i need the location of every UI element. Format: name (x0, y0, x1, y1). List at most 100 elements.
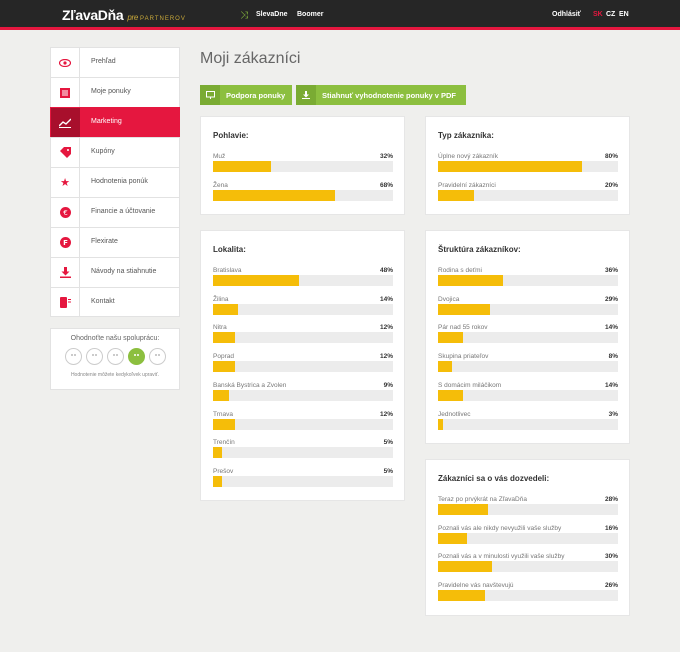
sidebar-item-hodnotenia[interactable]: ★ Hodnotenia ponúk (50, 167, 180, 197)
rating-title: Ohodnoťte našu spoluprácu: (70, 335, 160, 342)
sidebar-item-marketing[interactable]: Marketing (50, 107, 180, 137)
card-lokalita: Lokalita: Bratislava 48% Žilina 14% Nitra 12% P… (200, 230, 405, 501)
stat-label: Skupina priateľov (438, 353, 489, 361)
stat-label: Pravidelne vás navštevujú (438, 582, 514, 590)
lang-sk[interactable]: SK (593, 11, 603, 18)
sidebar-item-kontakt[interactable]: Kontakt (50, 287, 180, 317)
rating-faces (51, 348, 179, 366)
sidebar: Prehľad Moje ponuky Marketing Kupóny ★ H… (50, 47, 180, 317)
stat-percent: 36% (604, 267, 618, 274)
stat-bar-fill (213, 447, 222, 459)
stat-bar-track (438, 275, 618, 286)
logout-link[interactable]: Odhlásiť (552, 11, 582, 18)
face-neutral-icon[interactable] (106, 348, 124, 366)
logo[interactable]: ZľavaDňa pre PARTNEROV (62, 7, 186, 23)
stat-label: Muž (213, 153, 226, 160)
stat-label: Jednotlivec (438, 410, 471, 418)
euro-icon: € (51, 198, 80, 227)
stat-percent: 14% (379, 295, 393, 303)
card-title: Typ zákazníka: (438, 131, 494, 140)
stat-bar-fill (213, 303, 239, 315)
list-icon (51, 78, 80, 107)
sidebar-item-navody[interactable]: Návody na stiahnutie (50, 257, 180, 287)
button-label: Stiahnuť vyhodnotenie ponuky v PDF (322, 90, 457, 100)
logo-text: ZľavaDňa (62, 7, 124, 23)
stat-bar-track (213, 332, 393, 344)
rating-widget: Ohodnoťte našu spoluprácu: Hodnotenie mô… (50, 328, 180, 390)
stat-percent: 30% (604, 553, 618, 561)
download-icon (296, 85, 316, 105)
stat-label: Dvojica (438, 295, 460, 303)
stat-bar-track (438, 418, 618, 430)
sidebar-item-kupony[interactable]: Kupóny (50, 137, 180, 167)
sidebar-item-label: Hodnotenia ponúk (91, 178, 148, 185)
stat-bar-fill (438, 303, 491, 315)
logo-partner: PARTNEROV (140, 16, 186, 22)
download-pdf-button[interactable]: Stiahnuť vyhodnotenie ponuky v PDF (296, 85, 466, 105)
stat-bar-fill (213, 275, 300, 286)
face-sad-icon[interactable] (85, 348, 103, 366)
stat-label: Pravidelní zákazníci (438, 181, 496, 189)
sidebar-item-label: Marketing (91, 118, 122, 125)
stat-bar-track (213, 275, 393, 286)
face-very-happy-icon[interactable] (148, 348, 166, 366)
stat-percent: 26% (604, 582, 618, 590)
stat-label: Poznali vás ale nikdy nevyužili vaše slu… (438, 524, 562, 532)
sidebar-item-moje-ponuky[interactable]: Moje ponuky (50, 77, 180, 107)
stat-bar-track (213, 389, 393, 401)
face-very-sad-icon[interactable] (64, 348, 82, 366)
stat-bar-fill (438, 389, 464, 401)
stat-bar-fill (438, 189, 474, 201)
svg-text:€: € (63, 209, 67, 217)
stat-percent: 14% (604, 324, 618, 332)
top-bar: ZľavaDňa pre PARTNEROV ⤨ SlevaDne Boomer O… (0, 0, 680, 30)
switch-icon: ⤨ (240, 10, 248, 21)
stat-bar-track (438, 590, 618, 602)
card-pohlavie: Pohlavie: Muž 32% Žena 68% (200, 116, 405, 215)
stat-percent: 29% (604, 295, 618, 303)
sidebar-item-label: Návody na stiahnutie (91, 268, 157, 275)
lang-en[interactable]: EN (619, 11, 629, 18)
stat-bar-fill (438, 161, 582, 172)
download-icon (51, 258, 80, 287)
stat-bar-track (438, 504, 618, 515)
card-typ-zakaznika: Typ zákazníka: Úplne nový zákazník 80% Prav… (425, 116, 630, 215)
stat-bar-fill (438, 561, 492, 573)
podpora-ponuky-button[interactable]: Podpora ponuky (200, 85, 292, 105)
link-slevadne[interactable]: SlevaDne (256, 11, 288, 18)
stat-bar-fill (213, 389, 230, 401)
sidebar-item-prehlad[interactable]: Prehľad (50, 47, 180, 77)
card-dozvedeli: Zákazníci sa o vás dozvedeli: Teraz po pr… (425, 459, 630, 616)
link-boomer[interactable]: Boomer (297, 11, 324, 18)
card-title: Zákazníci sa o vás dozvedeli: (438, 474, 550, 483)
sidebar-item-label: Flexirate (91, 238, 118, 245)
svg-text:F: F (63, 239, 68, 247)
stat-percent: 12% (379, 410, 393, 418)
stat-percent: 8% (608, 353, 618, 361)
face-happy-icon[interactable] (127, 348, 145, 366)
stat-bar-track (438, 303, 618, 315)
stat-label: Trenčín (213, 439, 235, 447)
page-title: Moji zákazníci (200, 50, 301, 67)
sidebar-item-flexirate[interactable]: F Flexirate (50, 227, 180, 257)
stat-label: Poznali vás a v minulosti využili vaše s… (438, 553, 565, 561)
sidebar-item-label: Prehľad (91, 58, 116, 65)
lang-cz[interactable]: CZ (606, 11, 616, 18)
sidebar-item-label: Kontakt (91, 298, 115, 305)
stat-bar-fill (213, 161, 271, 172)
stat-bar-fill (213, 189, 336, 201)
stat-percent: 9% (383, 381, 393, 389)
sidebar-item-financie[interactable]: € Financie a účtovanie (50, 197, 180, 227)
stat-label: Prešov (213, 467, 234, 475)
stat-bar-fill (213, 361, 235, 373)
stat-bar-track (438, 161, 618, 172)
sidebar-item-label: Moje ponuky (91, 88, 131, 95)
stat-bar-fill (438, 332, 464, 344)
stat-bar-track (438, 389, 618, 401)
star-icon: ★ (51, 168, 80, 197)
stat-label: Žilina (213, 295, 229, 303)
stat-label: Teraz po prvýkrát na ZľavaDňa (438, 496, 527, 503)
presentation-icon (200, 85, 220, 105)
button-label: Podpora ponuky (226, 90, 286, 100)
stat-bar-fill (438, 361, 453, 373)
